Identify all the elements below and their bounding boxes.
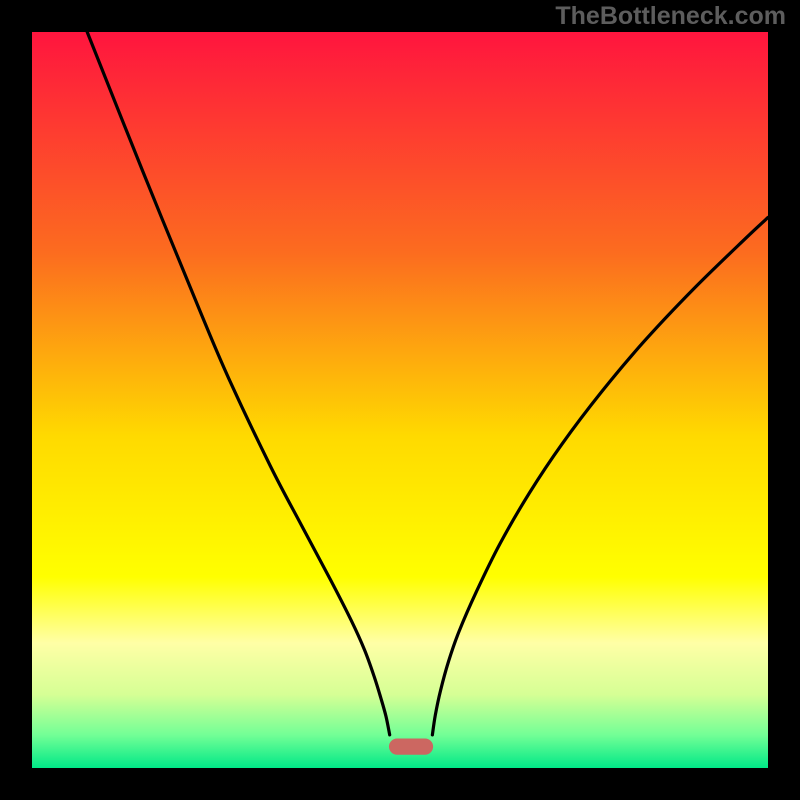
chart-container: { "watermark": { "text": "TheBottleneck.… — [0, 0, 800, 800]
frame-right — [768, 0, 800, 800]
watermark-text: TheBottleneck.com — [555, 2, 786, 31]
base-marker — [389, 739, 433, 755]
frame-bottom — [0, 768, 800, 800]
bottleneck-plot — [32, 32, 768, 768]
plot-background — [32, 32, 768, 768]
frame-left — [0, 0, 32, 800]
